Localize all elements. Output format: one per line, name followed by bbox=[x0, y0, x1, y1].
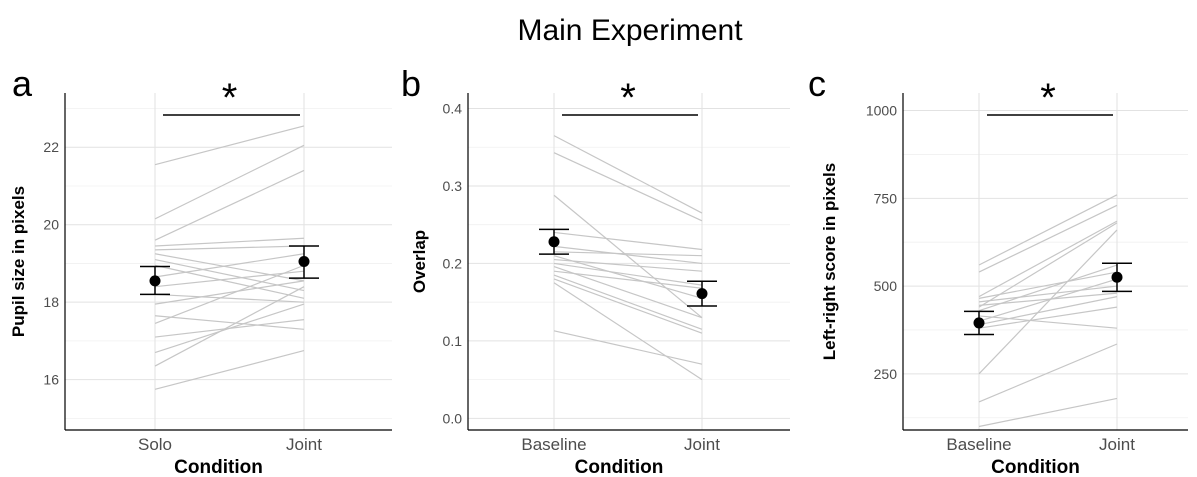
x-axis-title: Condition bbox=[174, 457, 263, 477]
x-axis-title: Condition bbox=[575, 457, 664, 477]
subject-line bbox=[553, 245, 703, 265]
subject-line bbox=[553, 231, 703, 251]
x-tick-label: Joint bbox=[1099, 435, 1135, 454]
mean-point bbox=[1111, 271, 1123, 283]
subject-line bbox=[154, 286, 305, 367]
y-tick-label: 750 bbox=[874, 190, 898, 206]
x-tick-label: Solo bbox=[138, 435, 172, 454]
x-axis-title: Condition bbox=[991, 457, 1080, 477]
subject-line bbox=[154, 258, 305, 292]
panel-label: b bbox=[401, 63, 421, 104]
subject-line bbox=[553, 255, 703, 299]
panel-b: * 0.0 0.1 0.2 0.3 0.4 Baseline Joint Condition Ov… bbox=[401, 63, 790, 477]
subject-line bbox=[553, 152, 703, 222]
mean-point bbox=[973, 317, 985, 329]
subject-line bbox=[978, 264, 1118, 312]
y-tick-label: 22 bbox=[43, 139, 59, 155]
subject-line bbox=[978, 271, 1118, 299]
panel-label: c bbox=[808, 63, 826, 104]
subject-line bbox=[978, 220, 1118, 298]
y-tick-label: 0.3 bbox=[443, 178, 463, 194]
y-tick-label: 1000 bbox=[866, 103, 897, 119]
subject-line bbox=[553, 262, 703, 286]
subject-line bbox=[553, 251, 703, 257]
subject-line bbox=[553, 265, 703, 319]
subject-line bbox=[154, 270, 305, 288]
subject-line bbox=[978, 315, 1118, 329]
subject-line bbox=[154, 253, 305, 282]
subject-line bbox=[553, 278, 703, 334]
figure-title: Main Experiment bbox=[517, 14, 743, 47]
subject-line bbox=[978, 343, 1118, 403]
subject-line bbox=[154, 315, 305, 330]
y-axis-title: Pupil size in pixels bbox=[9, 186, 28, 337]
x-tick-label: Baseline bbox=[521, 435, 586, 454]
subject-line bbox=[978, 278, 1118, 322]
subject-line bbox=[978, 306, 1118, 329]
subject-line bbox=[553, 135, 703, 214]
y-axis-title: Left-right score in pixels bbox=[820, 163, 839, 360]
subject-line bbox=[978, 222, 1118, 308]
y-tick-label: 0.4 bbox=[443, 100, 463, 116]
y-axis-title: Overlap bbox=[410, 230, 429, 293]
subject-line bbox=[154, 125, 305, 166]
subject-line bbox=[553, 258, 703, 272]
subject-line bbox=[154, 264, 305, 325]
subject-line bbox=[978, 296, 1118, 326]
mean-point bbox=[548, 236, 560, 248]
y-tick-label: 0.1 bbox=[443, 333, 463, 349]
subject-line bbox=[978, 229, 1118, 375]
x-tick-label: Joint bbox=[286, 435, 322, 454]
y-tick-label: 20 bbox=[43, 217, 59, 233]
subject-line bbox=[154, 253, 305, 278]
subject-line bbox=[154, 293, 305, 303]
subject-line bbox=[553, 330, 703, 365]
panel-label: a bbox=[12, 63, 33, 104]
subject-line bbox=[978, 285, 1118, 303]
subject-line bbox=[553, 194, 703, 319]
y-tick-label: 0.2 bbox=[443, 255, 463, 271]
y-tick-label: 250 bbox=[874, 366, 898, 382]
mean-point bbox=[696, 288, 708, 300]
subject-line bbox=[553, 282, 703, 381]
y-tick-label: 18 bbox=[43, 294, 59, 310]
y-tick-label: 16 bbox=[43, 372, 59, 388]
subject-line bbox=[154, 350, 305, 390]
panel-a: * 16 18 20 22 Solo Joint Condition Pupil size in… bbox=[9, 63, 392, 477]
subject-line bbox=[154, 245, 305, 251]
y-tick-label: 500 bbox=[874, 278, 898, 294]
subject-line bbox=[553, 274, 703, 330]
subject-line bbox=[154, 144, 305, 220]
subject-line bbox=[978, 204, 1118, 273]
panel-c: * 250 500 750 1000 Baseline Joint Condition Left… bbox=[808, 63, 1188, 477]
mean-point bbox=[298, 256, 310, 267]
subject-line bbox=[978, 194, 1118, 266]
subject-line bbox=[978, 397, 1118, 428]
x-tick-label: Baseline bbox=[946, 435, 1011, 454]
y-tick-label: 0.0 bbox=[443, 410, 463, 426]
significance-star: * bbox=[620, 76, 636, 120]
subject-line bbox=[154, 169, 305, 241]
subject-line bbox=[154, 264, 305, 299]
subject-line bbox=[553, 270, 703, 289]
mean-point bbox=[149, 275, 161, 287]
subject-line bbox=[154, 237, 305, 247]
subject-line bbox=[154, 280, 305, 305]
significance-star: * bbox=[222, 76, 238, 120]
x-tick-label: Joint bbox=[684, 435, 720, 454]
significance-star: * bbox=[1040, 76, 1056, 120]
subject-line bbox=[154, 303, 305, 354]
